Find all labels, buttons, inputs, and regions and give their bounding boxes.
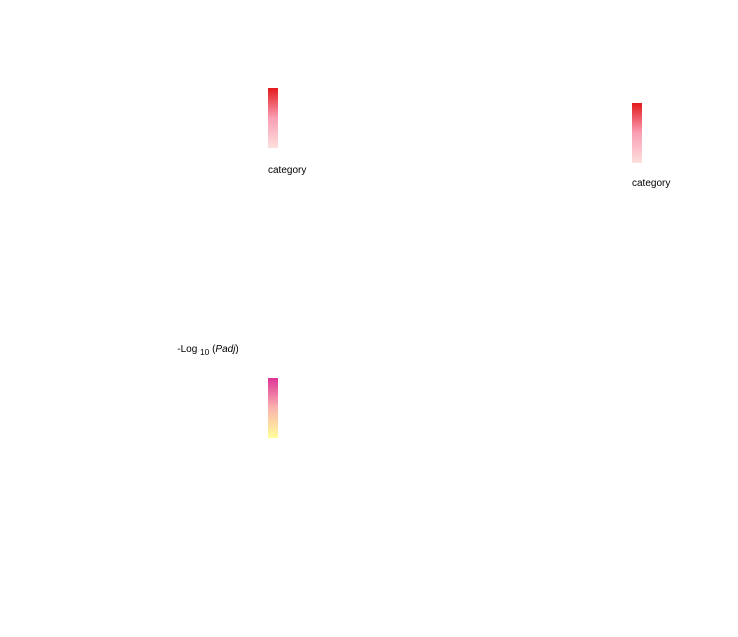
panel-B-network [395, 12, 640, 282]
fc-gradient [268, 88, 278, 148]
cat-title: category [632, 178, 670, 189]
panel-A-cat-legend: category [268, 165, 306, 179]
panel-D-network [395, 335, 685, 595]
fc-gradient [632, 103, 642, 163]
xaxis-label: -Log 10 (Padj) [177, 344, 239, 355]
panel-C-zscore-legend [268, 375, 281, 438]
panel-C-chart: -Log 10 (Padj) [18, 338, 298, 357]
panel-B-cat-legend: category [632, 178, 670, 192]
panel-B-fc-legend [632, 100, 645, 163]
cat-title: category [268, 165, 306, 176]
zscore-gradient [268, 378, 278, 438]
panel-A-network [20, 12, 280, 282]
panel-A-fc-legend [268, 85, 281, 148]
